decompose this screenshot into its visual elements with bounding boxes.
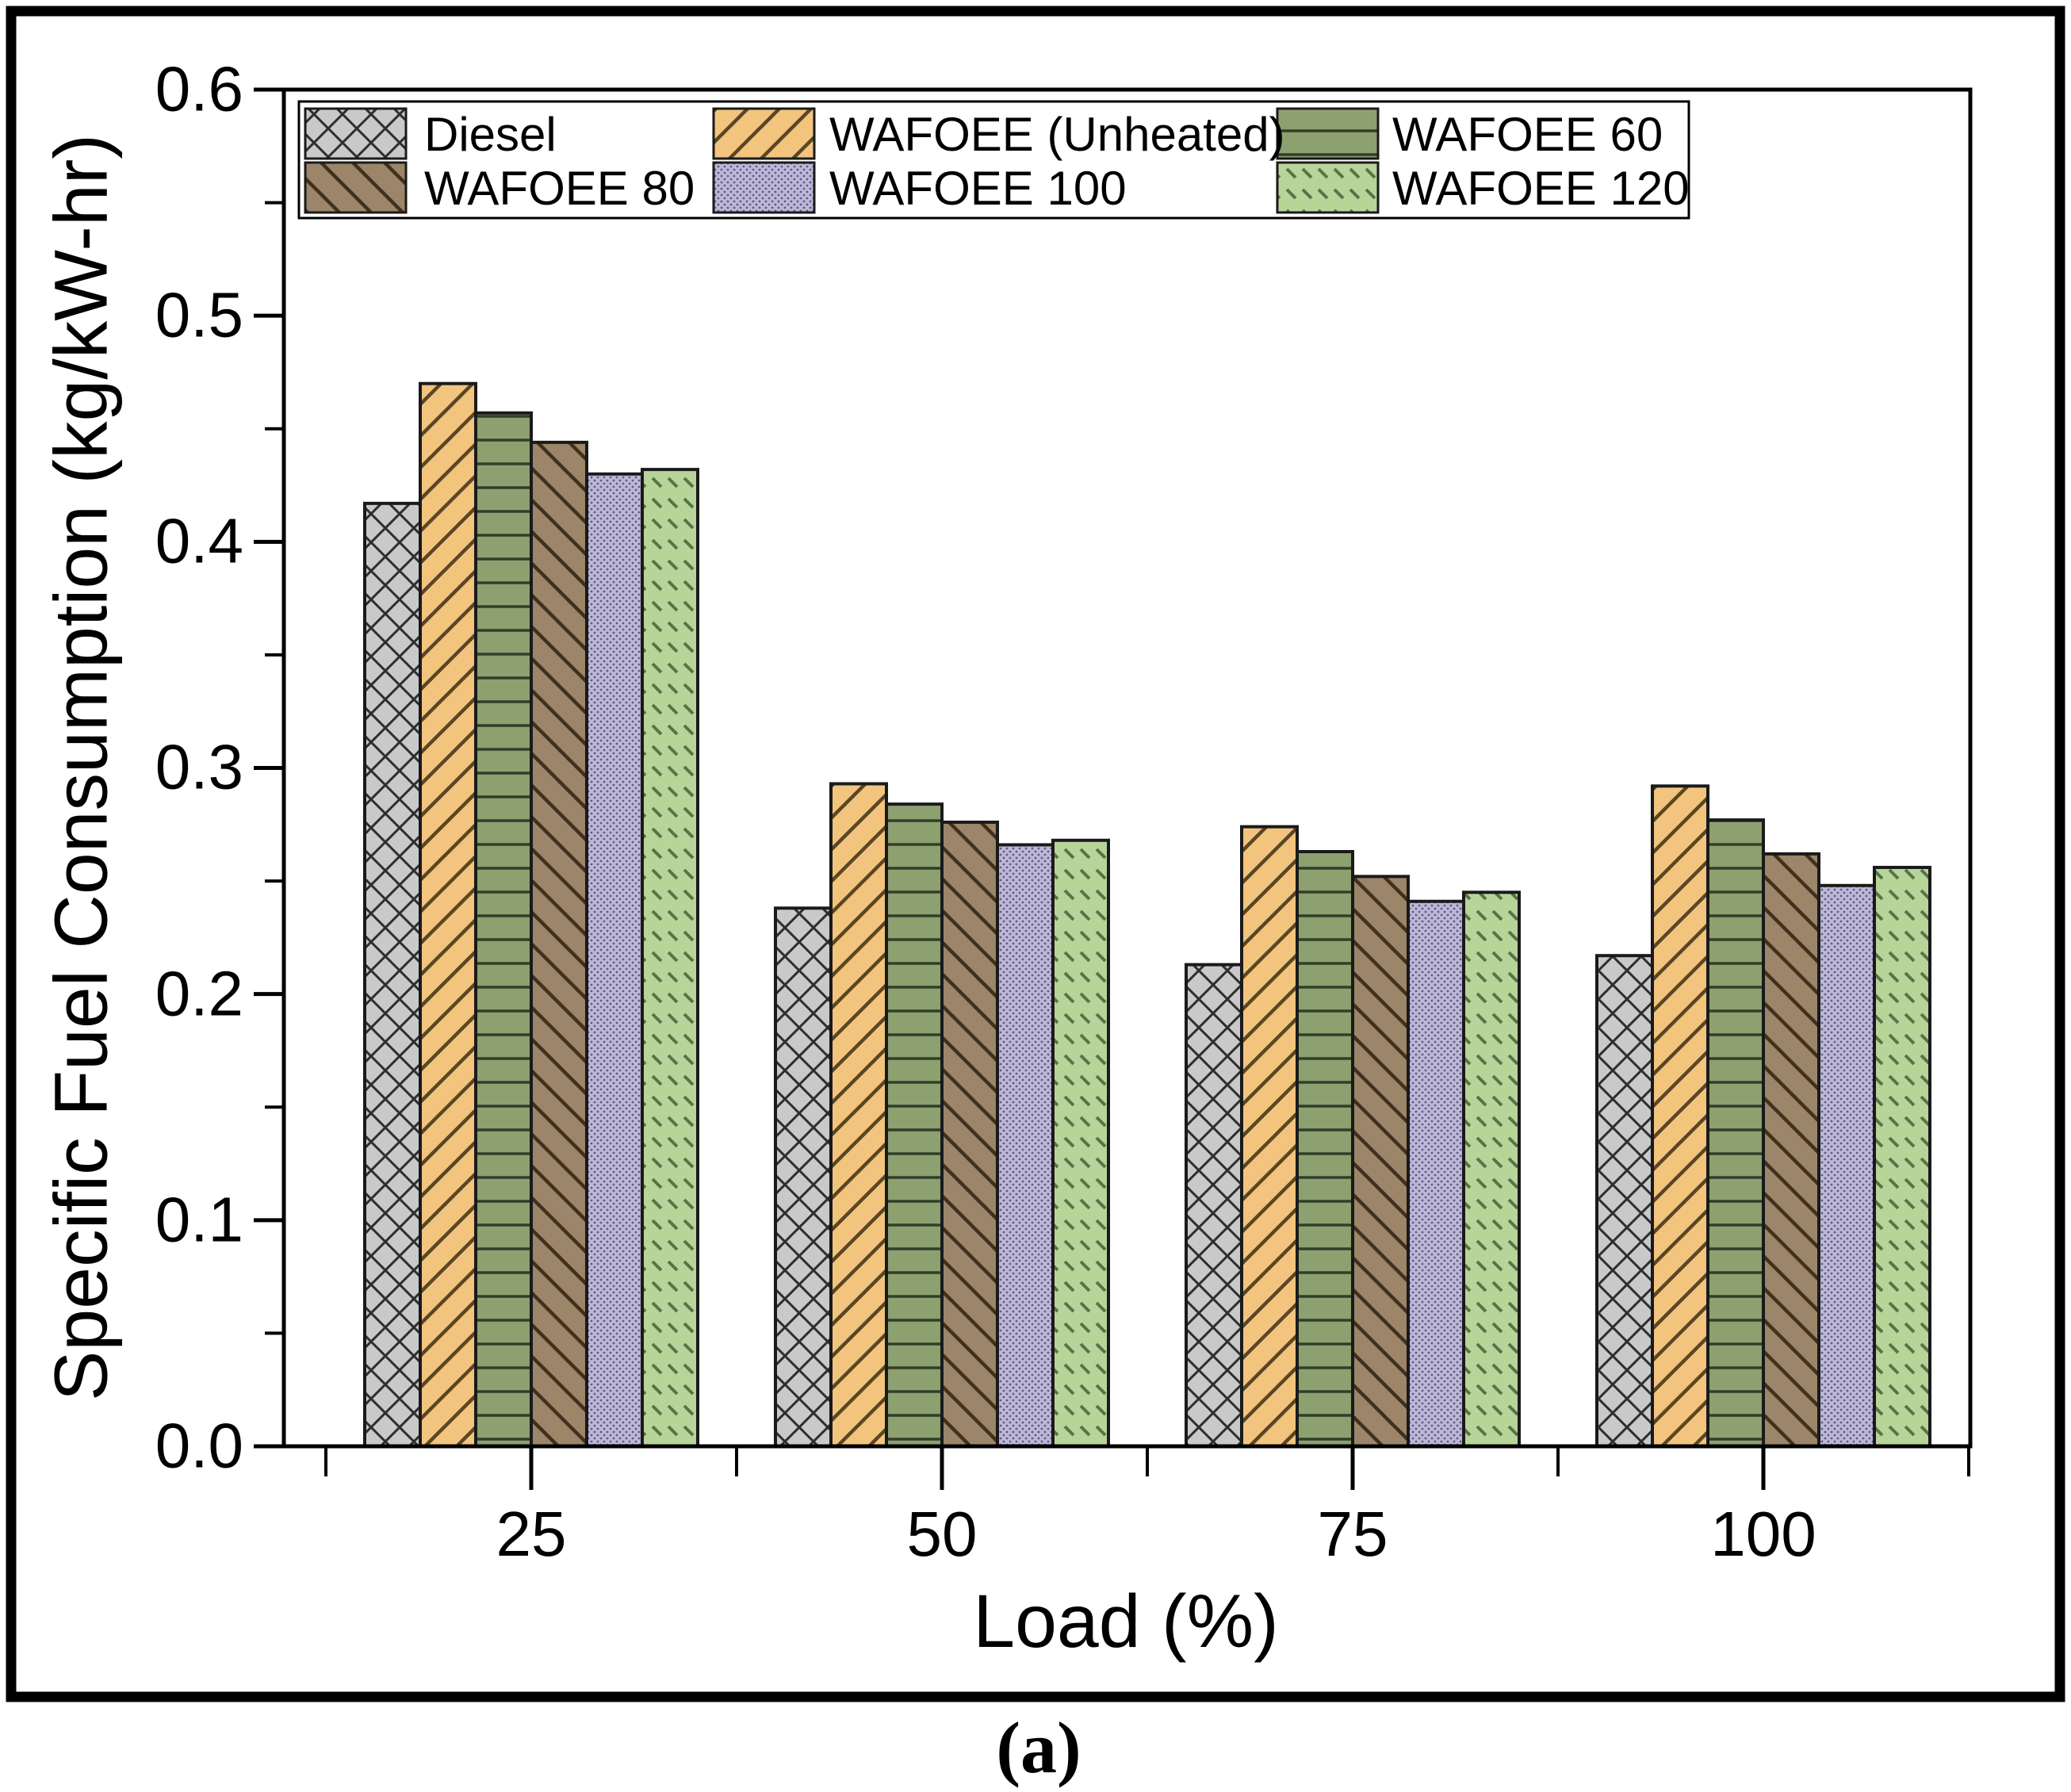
x-axis-tick-labels: 25 50 75 100 [496,1499,1816,1569]
legend: Diesel WAFOEE (Unheated) WAFOEE 60 WAFOE… [297,100,1690,220]
bar-wafoee-80-load-100 [1762,852,1820,1448]
legend-swatch-wafoee-60 [1276,107,1380,160]
bar-diesel-load-75 [1185,963,1243,1448]
legend-swatch-wafoee-unheated [712,107,816,160]
legend-swatch-wafoee-120 [1276,161,1380,214]
y-tick-label: 0.5 [155,279,243,350]
x-tick-label: 50 [907,1499,978,1569]
legend-label-wafoee-100: WAFOEE 100 [829,162,1127,215]
bar-wafoee-80-load-75 [1351,875,1410,1448]
legend-swatch-wafoee-100 [712,161,816,214]
y-tick-label: 0.0 [155,1410,243,1480]
bar-wafoee-unheated-load-50 [829,782,888,1448]
bar-wafoee-120-load-50 [1051,838,1110,1448]
legend-border [297,100,1690,220]
bar-wafoee-100-load-75 [1407,899,1465,1448]
legend-label-wafoee-60: WAFOEE 60 [1392,108,1663,161]
legend-label-wafoee-unheated: WAFOEE (Unheated) [829,108,1285,161]
y-axis-tick-labels: 0.0 0.1 0.2 0.3 0.4 0.5 0.6 [155,53,243,1480]
legend-label-wafoee-120: WAFOEE 120 [1392,162,1690,215]
bar-wafoee-120-load-25 [641,468,699,1449]
bar-wafoee-100-load-25 [585,472,644,1448]
bar-wafoee-60-load-25 [474,411,533,1448]
legend-swatch-wafoee-80 [304,161,408,214]
bar-wafoee-100-load-50 [996,843,1055,1448]
y-axis-title: Specific Fuel Consumption (kg/kW-hr) [39,134,123,1401]
bar-wafoee-60-load-75 [1296,850,1354,1449]
bar-wafoee-unheated-load-75 [1240,825,1299,1448]
bar-wafoee-120-load-75 [1462,890,1521,1448]
y-tick-label: 0.3 [155,731,243,802]
y-tick-label: 0.2 [155,958,243,1028]
x-tick-label: 75 [1318,1499,1388,1569]
legend-swatch-diesel [304,107,408,160]
bar-diesel-load-50 [774,906,833,1448]
x-tick-label: 100 [1710,1499,1816,1569]
y-tick-label: 0.6 [155,53,243,124]
bar-series-group [363,381,1931,1449]
x-tick-label: 25 [496,1499,567,1569]
legend-label-wafoee-80: WAFOEE 80 [424,162,695,215]
y-tick-label: 0.1 [155,1184,243,1254]
bar-diesel-load-100 [1595,954,1654,1448]
legend-label-diesel: Diesel [424,108,557,161]
y-tick-label: 0.4 [155,505,243,576]
bar-wafoee-unheated-load-25 [419,381,477,1448]
bar-wafoee-80-load-25 [530,440,588,1448]
bar-wafoee-100-load-100 [1817,883,1876,1448]
bar-wafoee-60-load-50 [885,802,944,1448]
bar-wafoee-unheated-load-100 [1651,784,1709,1448]
bar-diesel-load-25 [363,501,422,1448]
bar-wafoee-120-load-100 [1873,865,1931,1449]
bar-wafoee-80-load-50 [940,820,999,1448]
figure-caption: (a) [996,1707,1081,1788]
bar-wafoee-60-load-100 [1706,818,1765,1449]
axis-ticks [254,87,1970,1490]
x-axis-title: Load (%) [973,1579,1278,1664]
